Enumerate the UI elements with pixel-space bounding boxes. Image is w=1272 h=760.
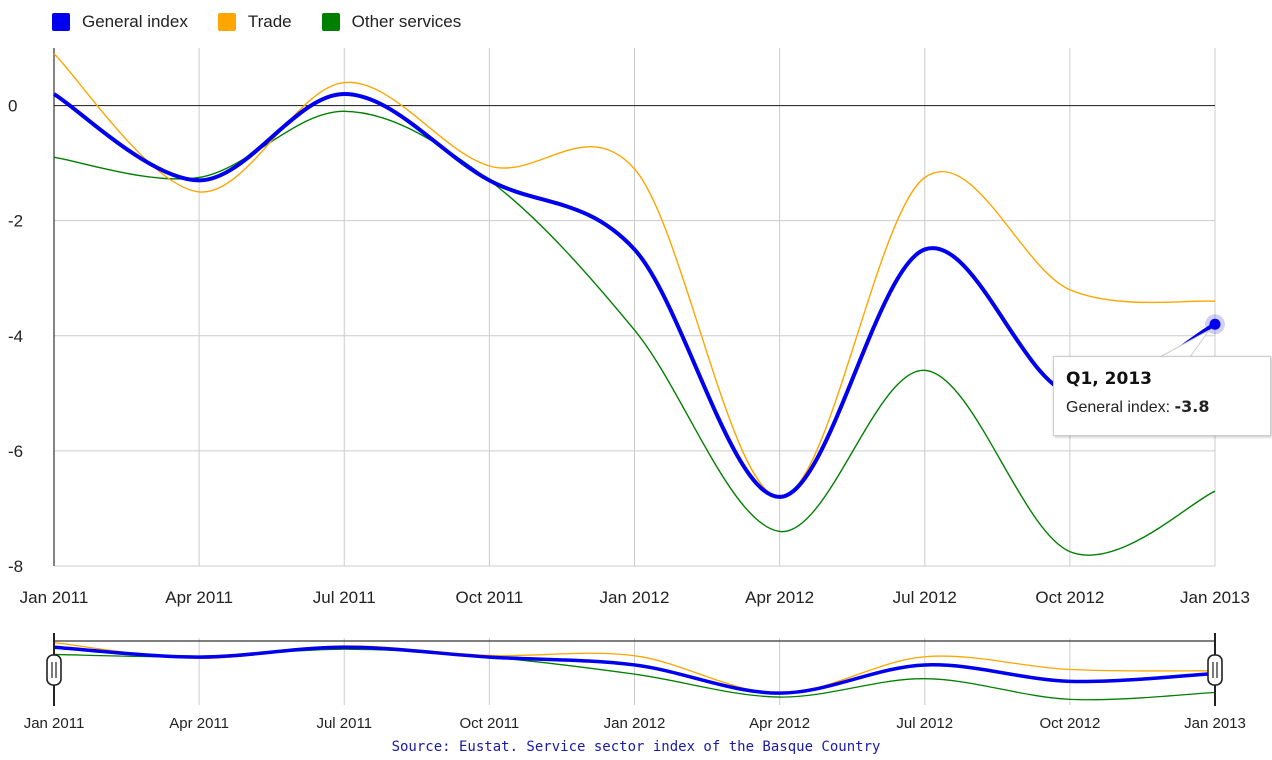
y-tick-label: -8: [8, 557, 23, 576]
legend-swatch: [52, 13, 70, 31]
y-tick-label: -6: [8, 442, 23, 461]
y-tick-label: -4: [8, 327, 23, 346]
legend-swatch: [321, 13, 340, 31]
x-tick-label: Oct 2011: [456, 588, 524, 607]
tooltip-pointer: [1159, 329, 1210, 358]
chart-canvas: 0 -2 -4 -6 -8 Jan 2011 Apr 2011 Jul 2011 Oct 201…: [8, 48, 1250, 732]
navigator-tick-label: Jul 2012: [896, 715, 953, 732]
range-handle-grip: [46, 654, 62, 686]
navigator-tick-label: Oct 2011: [459, 715, 519, 732]
highlight-point: [1209, 318, 1221, 330]
series-line: [52, 92, 1216, 499]
legend-label: General index: [82, 12, 188, 31]
legend-item[interactable]: General index: [52, 12, 188, 32]
x-tick-label: Jan 2011: [20, 588, 89, 607]
tooltip-value-line: General index: -3.8: [1066, 397, 1258, 417]
legend-item[interactable]: Trade: [217, 12, 292, 32]
x-tick-label: Jan 2012: [600, 588, 670, 607]
navigator-tick-label: Oct 2012: [1039, 715, 1100, 732]
range-handle-right[interactable]: [1207, 633, 1223, 706]
y-tick-label: 0: [8, 97, 17, 116]
series-line: [53, 53, 1216, 498]
x-tick-label: Jul 2012: [893, 588, 957, 607]
navigator-tick-label: Jan 2013: [1184, 715, 1246, 732]
legend-swatch: [217, 13, 236, 31]
range-handle-grip: [1207, 654, 1223, 686]
x-tick-label: Apr 2011: [165, 588, 233, 607]
navigator-tick-label: Jan 2012: [604, 715, 666, 732]
navigator-tick-label: Jan 2011: [24, 715, 85, 732]
source-note: Source: Eustat. Service sector index of …: [391, 739, 881, 755]
navigator-tick-label: Apr 2012: [749, 715, 810, 732]
tooltip-value: -3.8: [1174, 397, 1210, 416]
chart-tooltip: Q1, 2013 General index: -3.8: [1053, 356, 1271, 436]
tooltip-title: Q1, 2013: [1066, 369, 1152, 389]
legend-item[interactable]: Other services: [321, 12, 462, 32]
navigator-tick-label: Apr 2011: [169, 715, 229, 732]
navigator-series-line: [53, 645, 1216, 695]
legend-label: Trade: [247, 12, 292, 31]
legend-label: Other services: [351, 12, 462, 31]
chart-legend: General index Trade Other services: [52, 12, 491, 32]
x-tick-label: Oct 2012: [1035, 588, 1104, 607]
x-tick-label: Jan 2013: [1180, 588, 1250, 607]
x-tick-label: Jul 2011: [313, 588, 376, 607]
navigator-tick-label: Jul 2011: [316, 715, 372, 732]
tooltip-series-label: General index:: [1066, 399, 1171, 416]
x-tick-label: Apr 2012: [745, 588, 814, 607]
y-tick-label: -2: [8, 212, 23, 231]
range-handle-left[interactable]: [46, 633, 62, 706]
